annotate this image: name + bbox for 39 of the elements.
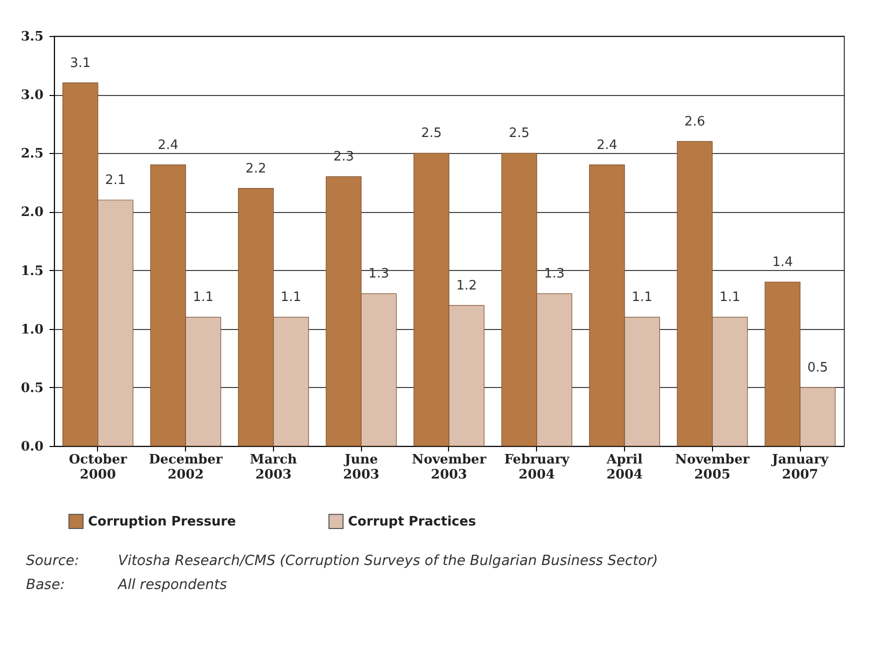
legend-label: Corrupt Practices <box>348 514 476 530</box>
data-label: 2.1 <box>105 173 126 188</box>
x-tick-label: October 2000 <box>68 452 128 482</box>
data-label: 2.5 <box>508 126 530 142</box>
x-tick-label: December 2002 <box>148 452 223 482</box>
y-tick-label: 1.0 <box>20 322 44 338</box>
data-label: 1.1 <box>720 290 740 306</box>
y-tick-label: 3.0 <box>20 88 44 104</box>
data-label: 0.5 <box>807 360 828 376</box>
y-tick-label: 3.5 <box>20 30 44 44</box>
data-label: 2.4 <box>596 138 618 153</box>
x-tick-label: March 2003 <box>250 452 298 482</box>
data-label: 2.2 <box>246 161 266 176</box>
data-label: 2.6 <box>684 114 706 130</box>
x-tick-label: April 2004 <box>606 452 643 482</box>
data-label: 1.3 <box>544 266 565 282</box>
text: Base: All respondents <box>26 577 227 593</box>
x-tick-label: November 2003 <box>412 452 486 482</box>
data-label: 1.1 <box>192 290 214 306</box>
y-tick-label: 2.0 <box>20 205 44 220</box>
data-label: 2.3 <box>333 150 354 165</box>
data-label: 3.1 <box>70 56 91 71</box>
y-tick-label: 0.0 <box>20 440 44 454</box>
data-label: 1.1 <box>632 290 652 306</box>
data-label: 1.1 <box>280 290 302 306</box>
x-tick-label: February 2004 <box>504 452 570 482</box>
x-tick-label: January 2007 <box>770 452 829 482</box>
legend-label: Corruption Pressure <box>88 514 236 530</box>
text: Source: Vitosha Research/CMS (Corruption Surveys of the Bulgarian Business Sector) <box>26 553 658 569</box>
y-tick-label: 1.5 <box>20 264 44 279</box>
y-tick-label: 2.5 <box>20 146 44 162</box>
data-label: 1.3 <box>368 266 390 282</box>
data-label: 2.5 <box>421 126 442 142</box>
y-tick-label: 0.5 <box>20 380 44 396</box>
data-label: 2.4 <box>158 138 178 153</box>
x-tick-label: June 2003 <box>343 452 380 482</box>
x-tick-label: November 2005 <box>675 452 750 482</box>
data-label: 1.2 <box>456 278 477 294</box>
data-label: 1.4 <box>772 255 793 270</box>
